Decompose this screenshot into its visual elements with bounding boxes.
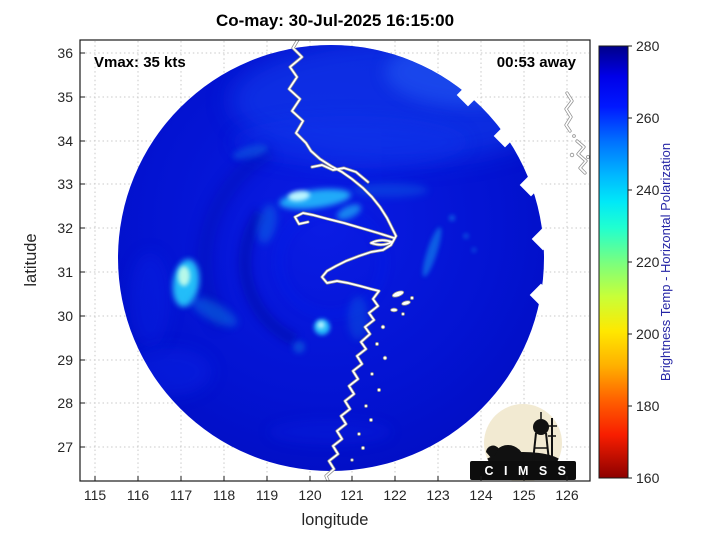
y-tick-label: 27 <box>57 439 73 455</box>
x-tick-label: 119 <box>256 487 279 503</box>
colorbar-tick-label: 220 <box>636 254 660 270</box>
colorbar: 280 260 240 220 200 180 160 Brightness T… <box>598 38 673 486</box>
colorbar-tick-label: 240 <box>636 182 660 198</box>
observatory-dome-icon <box>492 445 524 461</box>
x-tick-label: 118 <box>213 487 236 503</box>
coastal-islands <box>350 134 590 462</box>
colorbar-tick-labels: 280 260 240 220 200 180 160 <box>636 38 660 486</box>
x-tick-label: 126 <box>555 487 579 503</box>
colorbar-gradient <box>598 45 629 479</box>
y-tick-label: 30 <box>57 308 73 324</box>
x-axis-tick-labels: 115 116 117 118 119 120 121 122 123 124 … <box>84 487 579 503</box>
plot-title: Co-may: 30-Jul-2025 16:15:00 <box>216 11 454 30</box>
x-tick-label: 125 <box>512 487 536 503</box>
colorbar-tick-label: 180 <box>636 398 660 414</box>
x-tick-label: 116 <box>127 487 150 503</box>
y-tick-label: 34 <box>57 133 73 149</box>
colorbar-tick-label: 280 <box>636 38 660 54</box>
y-tick-label: 35 <box>57 89 73 105</box>
x-tick-label: 120 <box>298 487 322 503</box>
colorbar-tick-label: 160 <box>636 470 660 486</box>
colorbar-tick-marks <box>628 45 632 479</box>
y-tick-label: 32 <box>57 220 73 236</box>
vmax-annotation: Vmax: 35 kts <box>94 54 186 71</box>
cimss-logo: C I M S S <box>470 404 576 481</box>
colorbar-tick-label: 260 <box>636 110 660 126</box>
y-tick-label: 33 <box>57 176 73 192</box>
logo-band <box>470 461 576 480</box>
y-axis-tick-labels: 36 35 34 33 32 31 30 29 28 27 <box>57 45 73 455</box>
logo-text: C I M S S <box>485 464 570 478</box>
water-tower-icon <box>533 419 549 435</box>
y-axis-label: latitude <box>22 233 40 286</box>
y-tick-label: 29 <box>57 352 73 368</box>
coastline-overlay <box>287 40 590 481</box>
y-tick-label: 31 <box>57 264 73 280</box>
colorbar-axis-label: Brightness Temp - Horizontal Polarizatio… <box>658 143 673 381</box>
x-tick-label: 121 <box>340 487 364 503</box>
x-tick-label: 123 <box>426 487 450 503</box>
x-tick-label: 117 <box>170 487 193 503</box>
x-tick-label: 124 <box>469 487 493 503</box>
x-tick-label: 115 <box>84 487 107 503</box>
y-tick-label: 28 <box>57 395 73 411</box>
axis-tick-marks <box>80 52 568 481</box>
eta-annotation: 00:53 away <box>497 54 577 71</box>
x-tick-label: 122 <box>383 487 407 503</box>
y-tick-label: 36 <box>57 45 73 61</box>
colorbar-tick-label: 200 <box>636 326 660 342</box>
x-axis-label: longitude <box>302 511 369 529</box>
plot-border <box>79 39 591 482</box>
